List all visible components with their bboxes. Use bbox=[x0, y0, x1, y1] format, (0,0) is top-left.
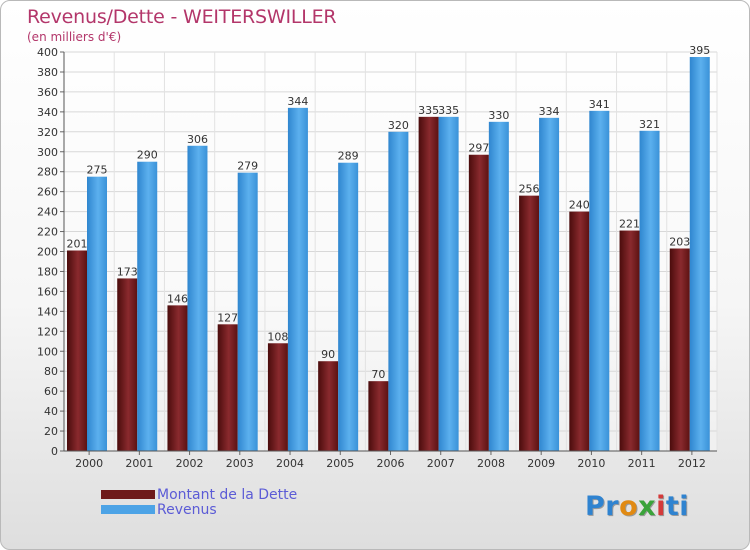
data-label: 240 bbox=[569, 199, 590, 212]
y-tick-label: 100 bbox=[37, 345, 58, 358]
data-label: 108 bbox=[267, 330, 288, 343]
data-label: 275 bbox=[87, 164, 108, 177]
bar-dette bbox=[519, 195, 540, 451]
y-tick-label: 0 bbox=[51, 445, 58, 458]
data-label: 90 bbox=[321, 348, 335, 361]
x-tick-label: 2008 bbox=[477, 457, 505, 470]
bar-dette bbox=[67, 250, 87, 451]
bar-revenus bbox=[589, 110, 610, 451]
chart-title: Revenus/Dette - WEITERSWILLER bbox=[27, 6, 337, 28]
data-label: 289 bbox=[338, 150, 359, 163]
y-tick-label: 280 bbox=[37, 166, 58, 179]
x-tick-label: 2011 bbox=[628, 457, 656, 470]
data-label: 297 bbox=[468, 142, 489, 155]
x-tick-label: 2004 bbox=[276, 457, 304, 470]
x-tick-label: 2006 bbox=[377, 457, 405, 470]
x-tick-label: 2010 bbox=[577, 457, 605, 470]
y-tick-label: 80 bbox=[44, 365, 58, 378]
legend-item-revenus: Revenus bbox=[101, 501, 297, 518]
legend-label-revenus: Revenus bbox=[157, 501, 217, 518]
y-tick-label: 180 bbox=[37, 265, 58, 278]
bar-dette bbox=[267, 343, 288, 451]
bar-revenus bbox=[237, 172, 258, 451]
data-label: 290 bbox=[137, 149, 158, 162]
x-tick-label: 2007 bbox=[427, 457, 455, 470]
y-tick-label: 360 bbox=[37, 86, 58, 99]
bar-revenus bbox=[639, 130, 660, 452]
legend-swatch-dette bbox=[101, 490, 155, 499]
bar-revenus bbox=[488, 121, 509, 451]
x-tick-label: 2009 bbox=[527, 457, 555, 470]
bar-dette bbox=[619, 230, 640, 451]
data-label: 341 bbox=[589, 98, 610, 111]
legend-swatch-revenus bbox=[101, 505, 155, 514]
data-label: 279 bbox=[237, 160, 258, 173]
data-label: 127 bbox=[217, 311, 238, 324]
data-label: 344 bbox=[287, 95, 308, 108]
bar-dette bbox=[167, 305, 188, 451]
data-label: 70 bbox=[371, 368, 385, 381]
x-tick-label: 2012 bbox=[678, 457, 706, 470]
bar-dette bbox=[117, 278, 138, 451]
legend-item-dette: Montant de la Dette bbox=[101, 486, 298, 503]
bar-revenus bbox=[137, 161, 158, 451]
y-tick-label: 340 bbox=[37, 106, 58, 119]
y-tick-label: 260 bbox=[37, 186, 58, 199]
bar-revenus bbox=[338, 162, 359, 451]
bar-revenus bbox=[438, 116, 459, 452]
y-tick-label: 60 bbox=[44, 385, 58, 398]
data-label: 201 bbox=[67, 238, 88, 251]
legend-label-dette: Montant de la Dette bbox=[157, 486, 298, 503]
x-tick-label: 2002 bbox=[176, 457, 204, 470]
data-label: 256 bbox=[519, 183, 540, 196]
data-label: 203 bbox=[669, 236, 690, 249]
y-tick-label: 160 bbox=[37, 285, 58, 298]
chart-legend: Montant de la Dette Revenus bbox=[101, 486, 298, 518]
x-tick-label: 2000 bbox=[75, 457, 103, 470]
x-tick-label: 2003 bbox=[226, 457, 254, 470]
y-tick-label: 380 bbox=[37, 66, 58, 79]
bar-dette bbox=[468, 154, 489, 451]
bar-dette bbox=[318, 361, 339, 451]
data-label: 335 bbox=[438, 104, 459, 117]
y-tick-label: 140 bbox=[37, 305, 58, 318]
y-tick-label: 320 bbox=[37, 126, 58, 139]
y-tick-label: 200 bbox=[37, 246, 58, 259]
y-tick-label: 220 bbox=[37, 226, 58, 239]
data-label: 330 bbox=[488, 109, 509, 122]
bar-revenus bbox=[539, 117, 560, 452]
y-tick-label: 400 bbox=[37, 46, 58, 59]
bar-dette bbox=[368, 381, 389, 451]
y-tick-label: 20 bbox=[44, 425, 58, 438]
data-label: 306 bbox=[187, 133, 208, 146]
data-label: 320 bbox=[388, 119, 409, 132]
data-label: 221 bbox=[619, 218, 640, 231]
bar-revenus bbox=[287, 107, 308, 452]
bar-dette bbox=[669, 248, 690, 451]
y-tick-label: 40 bbox=[44, 405, 58, 418]
data-label: 335 bbox=[418, 104, 439, 117]
y-tick-label: 120 bbox=[37, 325, 58, 338]
x-tick-label: 2001 bbox=[125, 457, 153, 470]
y-tick-label: 240 bbox=[37, 206, 58, 219]
y-tick-label: 300 bbox=[37, 146, 58, 159]
chart-subtitle: (en milliers d'€) bbox=[27, 30, 122, 44]
bar-revenus bbox=[87, 176, 107, 451]
data-label: 334 bbox=[539, 105, 560, 118]
data-label: 321 bbox=[639, 118, 660, 131]
bar-revenus bbox=[187, 145, 208, 451]
data-label: 395 bbox=[689, 44, 710, 57]
x-tick-label: 2005 bbox=[326, 457, 354, 470]
data-label: 146 bbox=[167, 292, 188, 305]
bar-revenus bbox=[388, 131, 409, 452]
bar-dette bbox=[217, 324, 238, 451]
proxiti-logo: Proxiti bbox=[585, 491, 690, 522]
bar-dette bbox=[418, 116, 439, 452]
data-label: 173 bbox=[117, 265, 138, 278]
bar-dette bbox=[569, 211, 590, 451]
bar-revenus bbox=[689, 56, 710, 452]
